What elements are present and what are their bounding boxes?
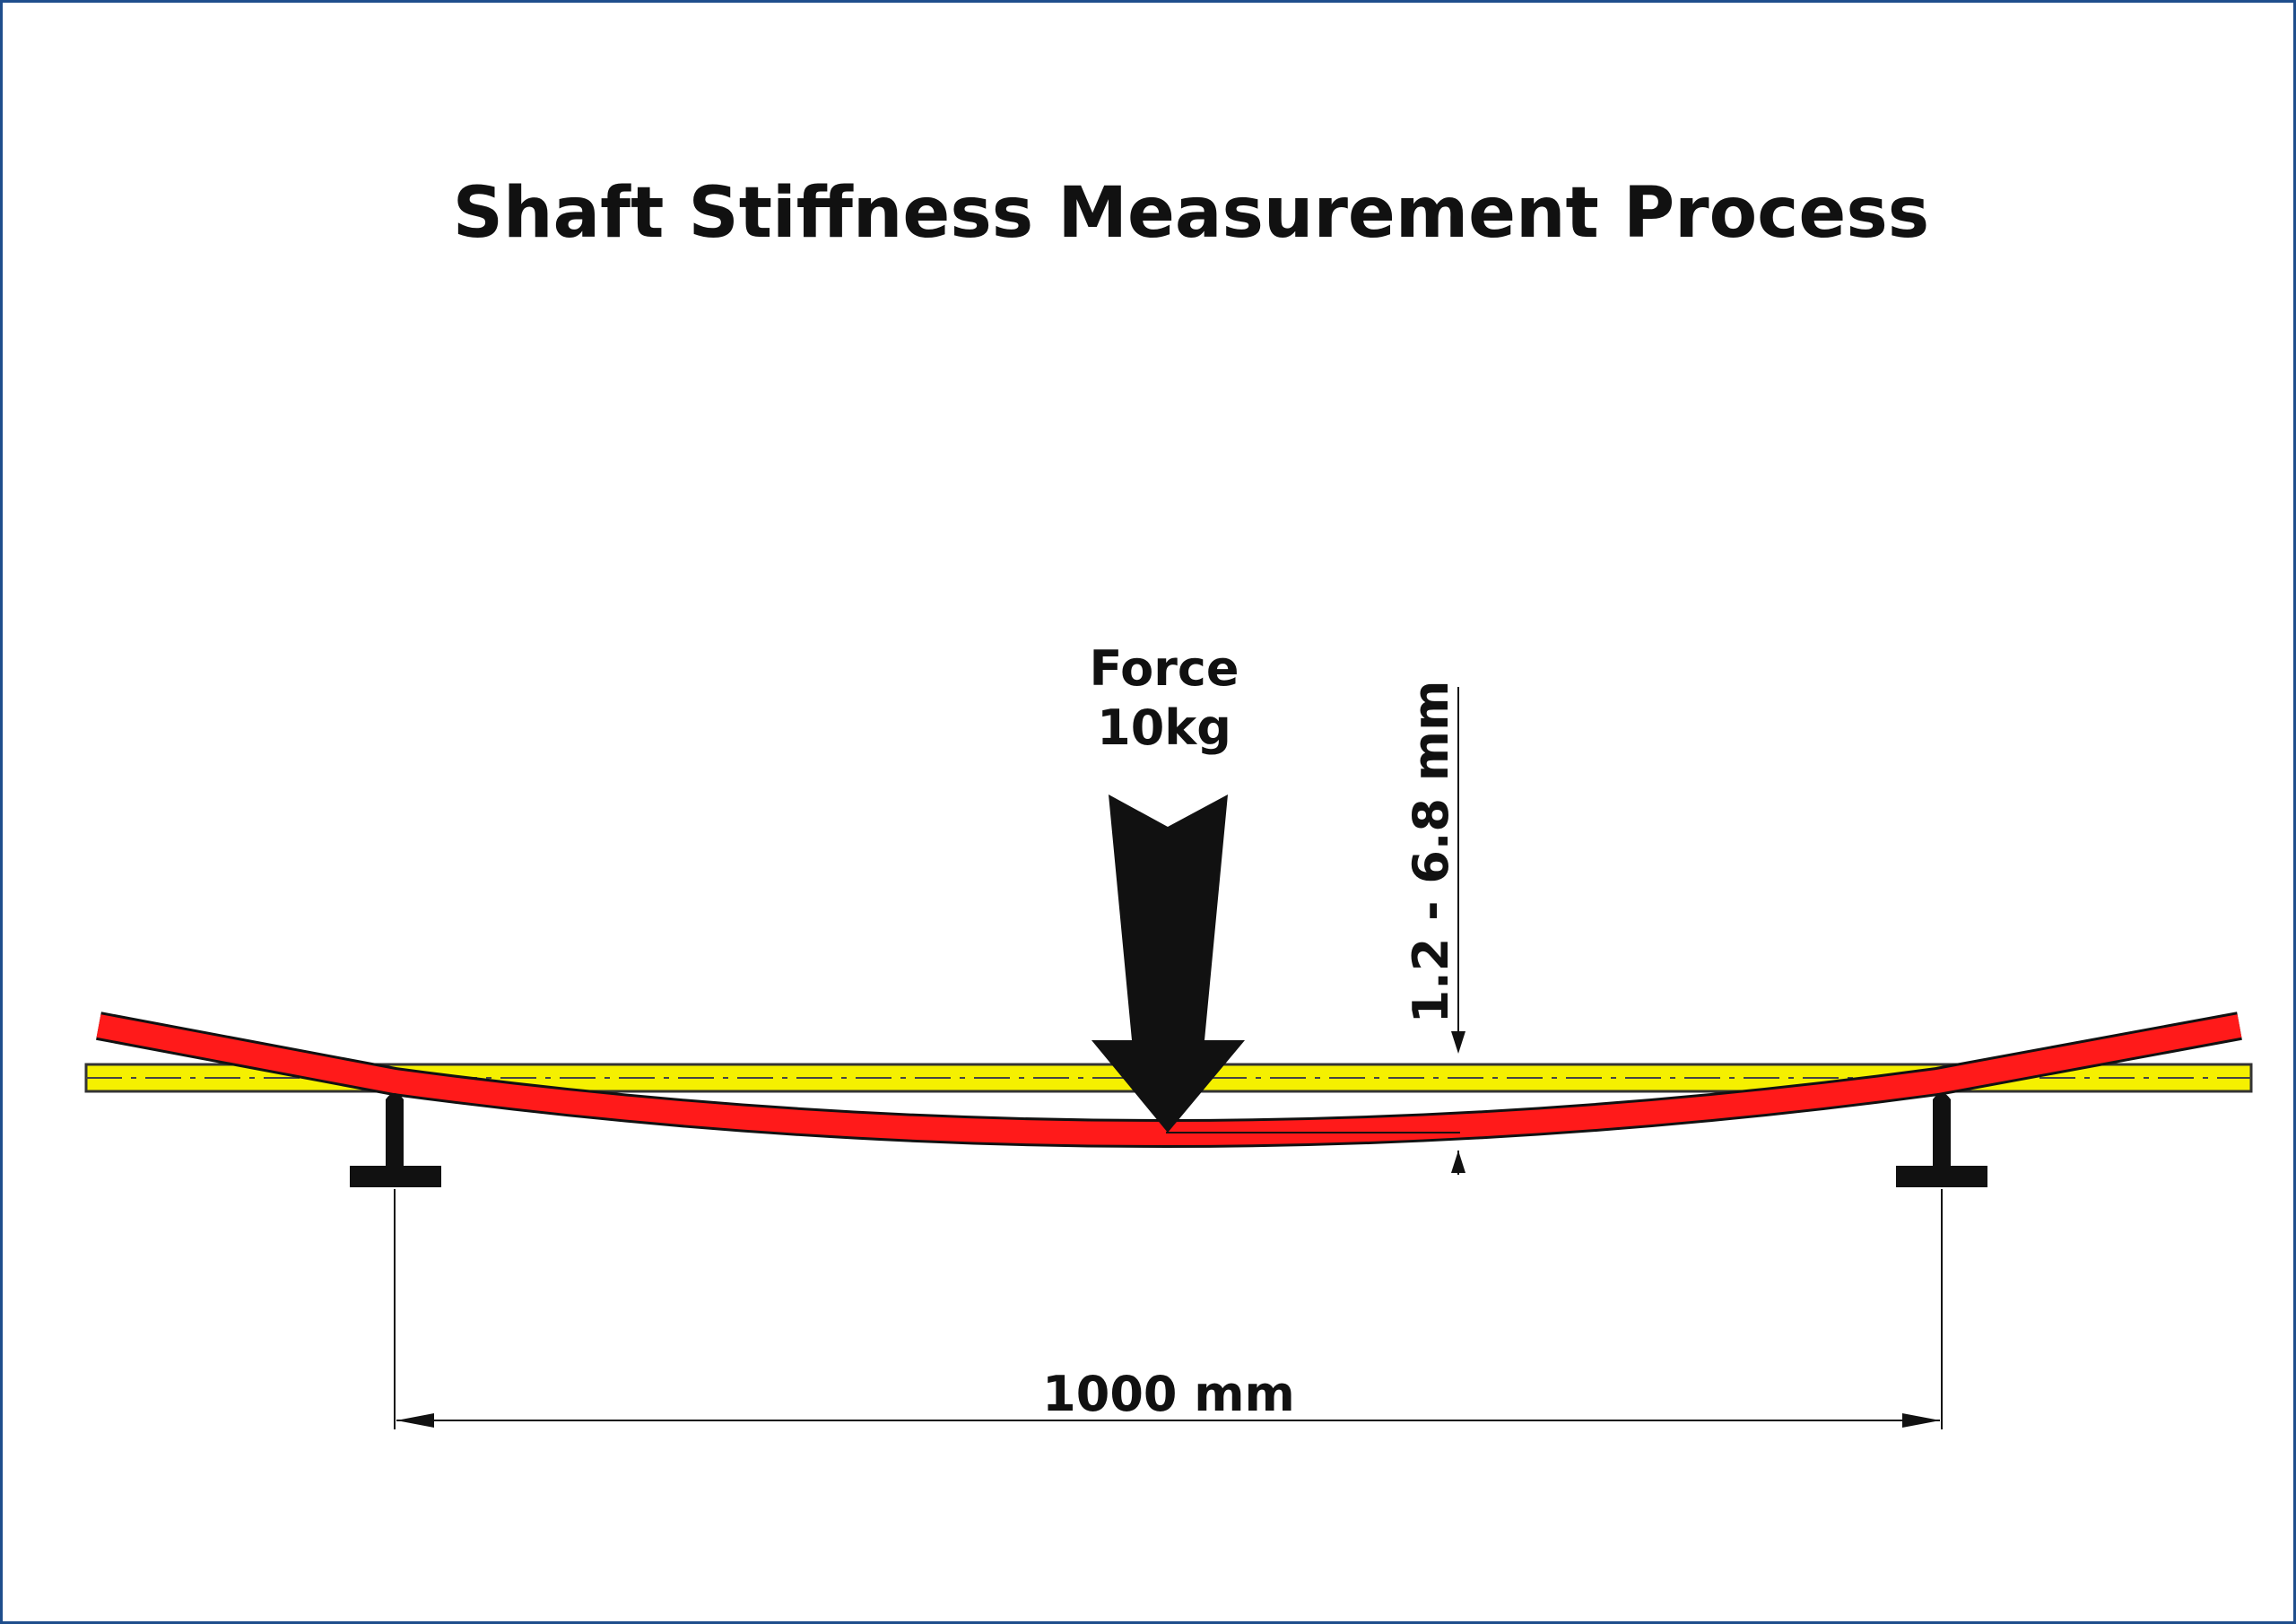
deflection-dimension	[1166, 687, 1465, 1175]
deflection-range-label: 1.2 - 6.8 mm	[1403, 681, 1459, 1024]
span-length-label: 1000 mm	[1042, 1366, 1295, 1422]
left-support	[350, 1093, 441, 1187]
force-label: Force	[1089, 640, 1239, 697]
force-arrow	[1091, 795, 1245, 1133]
span-dimension	[394, 1189, 1943, 1429]
diagram-title: Shaft Stiffness Measurement Process	[453, 173, 1929, 254]
right-support	[1896, 1093, 1987, 1187]
force-value: 10kg	[1097, 699, 1231, 756]
